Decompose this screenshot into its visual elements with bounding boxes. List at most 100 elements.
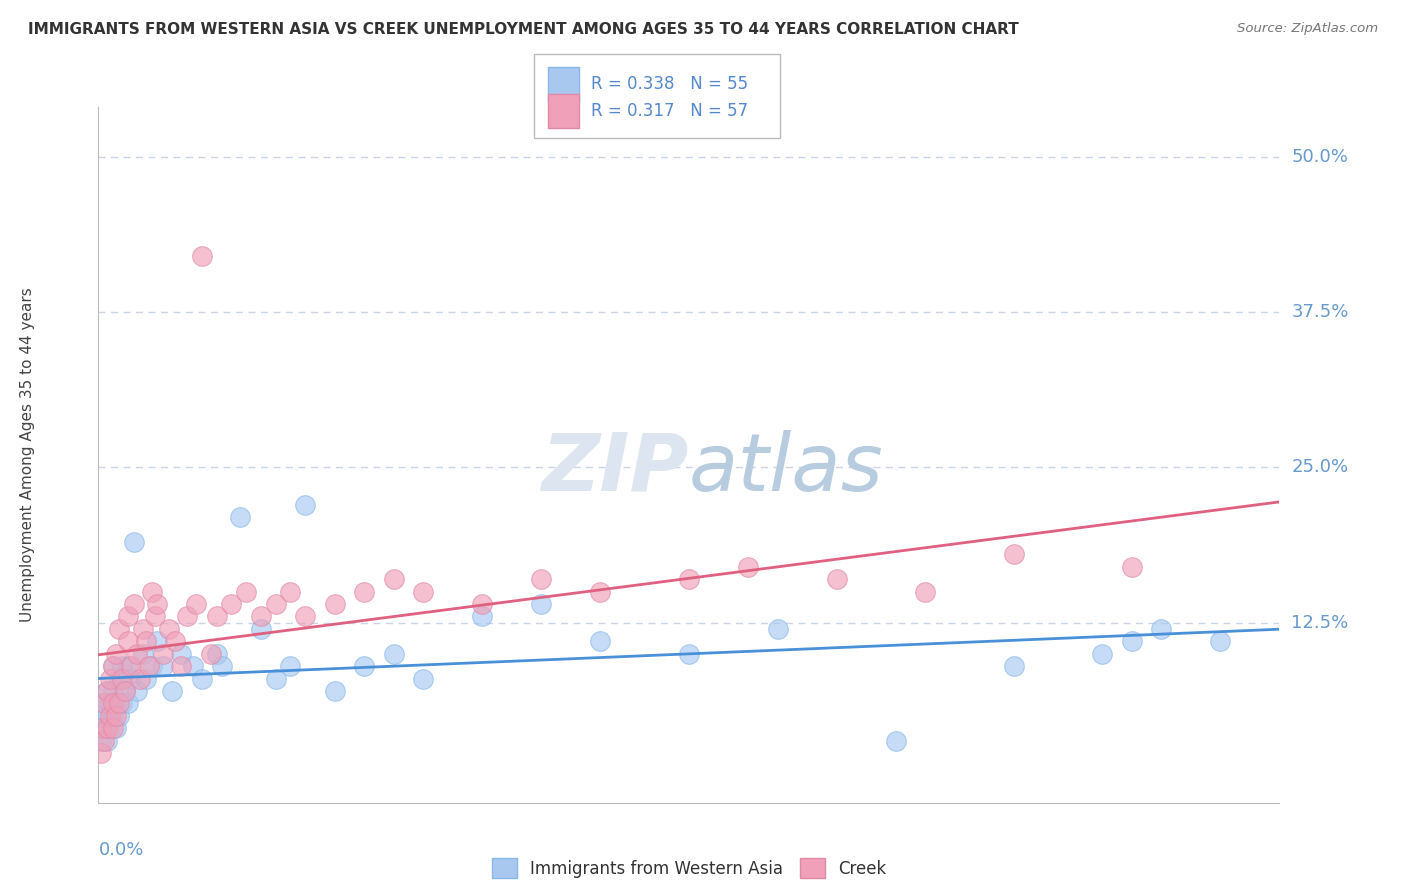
Point xyxy=(205,647,228,661)
Point xyxy=(98,697,121,711)
Point xyxy=(143,609,166,624)
Point xyxy=(884,733,907,747)
Point xyxy=(382,572,405,586)
Point xyxy=(323,684,346,698)
Point xyxy=(157,622,180,636)
Point xyxy=(176,609,198,624)
Point xyxy=(1209,634,1232,648)
Point xyxy=(471,609,494,624)
Text: 25.0%: 25.0% xyxy=(1291,458,1348,476)
Point xyxy=(96,684,118,698)
Point xyxy=(530,597,553,611)
Point xyxy=(98,721,121,735)
Point xyxy=(235,584,257,599)
Point xyxy=(135,634,157,648)
Text: atlas: atlas xyxy=(689,430,884,508)
Point xyxy=(128,672,150,686)
Point xyxy=(93,721,115,735)
Point xyxy=(412,584,434,599)
Point xyxy=(114,684,136,698)
Point xyxy=(250,622,273,636)
Point xyxy=(103,684,125,698)
Point xyxy=(219,597,242,611)
Text: Unemployment Among Ages 35 to 44 years: Unemployment Among Ages 35 to 44 years xyxy=(20,287,35,623)
Point xyxy=(264,597,287,611)
Point xyxy=(1091,647,1114,661)
Legend: Immigrants from Western Asia, Creek: Immigrants from Western Asia, Creek xyxy=(485,851,893,885)
Point xyxy=(146,634,169,648)
Point xyxy=(96,684,118,698)
Text: 37.5%: 37.5% xyxy=(1291,303,1348,321)
Point xyxy=(105,721,128,735)
Point xyxy=(152,659,174,673)
Point xyxy=(1121,559,1143,574)
Point xyxy=(323,597,346,611)
Point xyxy=(98,672,121,686)
Point xyxy=(1002,547,1025,561)
Point xyxy=(90,721,112,735)
Point xyxy=(132,647,155,661)
Point xyxy=(250,609,273,624)
Point xyxy=(93,697,115,711)
Point xyxy=(117,659,139,673)
Text: ZIP: ZIP xyxy=(541,430,689,508)
Point xyxy=(105,708,128,723)
Point xyxy=(103,721,125,735)
Point xyxy=(105,697,128,711)
Point xyxy=(229,510,252,524)
Text: IMMIGRANTS FROM WESTERN ASIA VS CREEK UNEMPLOYMENT AMONG AGES 35 TO 44 YEARS COR: IMMIGRANTS FROM WESTERN ASIA VS CREEK UN… xyxy=(28,22,1019,37)
Point xyxy=(1002,659,1025,673)
Point xyxy=(184,597,207,611)
Point xyxy=(103,697,125,711)
Point xyxy=(122,534,145,549)
Point xyxy=(103,659,125,673)
Point xyxy=(114,684,136,698)
Point xyxy=(111,659,134,673)
Point xyxy=(162,684,183,698)
Point xyxy=(200,647,222,661)
Point xyxy=(120,672,142,686)
Point xyxy=(152,647,174,661)
Text: 0.0%: 0.0% xyxy=(98,841,143,859)
Point xyxy=(353,659,375,673)
Point xyxy=(93,733,115,747)
Point xyxy=(471,597,494,611)
Point xyxy=(135,672,157,686)
Point xyxy=(678,572,700,586)
Point xyxy=(90,733,112,747)
Point xyxy=(1150,622,1173,636)
Point xyxy=(294,498,316,512)
Text: 50.0%: 50.0% xyxy=(1291,148,1348,166)
Point xyxy=(125,647,148,661)
Point xyxy=(108,697,131,711)
Point xyxy=(353,584,375,599)
Point xyxy=(146,597,169,611)
Point xyxy=(589,634,612,648)
Point xyxy=(1121,634,1143,648)
Point xyxy=(108,622,131,636)
Point xyxy=(141,584,163,599)
Point xyxy=(278,659,302,673)
Point xyxy=(96,708,118,723)
Point xyxy=(141,659,163,673)
Point xyxy=(96,721,118,735)
Point xyxy=(294,609,316,624)
Text: Source: ZipAtlas.com: Source: ZipAtlas.com xyxy=(1237,22,1378,36)
Text: R = 0.317   N = 57: R = 0.317 N = 57 xyxy=(591,102,748,120)
Point xyxy=(122,597,145,611)
Point xyxy=(278,584,302,599)
Point xyxy=(737,559,759,574)
Point xyxy=(914,584,936,599)
Text: R = 0.338   N = 55: R = 0.338 N = 55 xyxy=(591,75,748,93)
Point xyxy=(170,647,193,661)
Point xyxy=(412,672,434,686)
Point xyxy=(111,697,134,711)
Point xyxy=(264,672,287,686)
Point xyxy=(125,684,148,698)
Point xyxy=(165,634,187,648)
Point xyxy=(111,672,134,686)
Point xyxy=(120,659,142,673)
Point xyxy=(530,572,553,586)
Point xyxy=(678,647,700,661)
Point xyxy=(117,634,139,648)
